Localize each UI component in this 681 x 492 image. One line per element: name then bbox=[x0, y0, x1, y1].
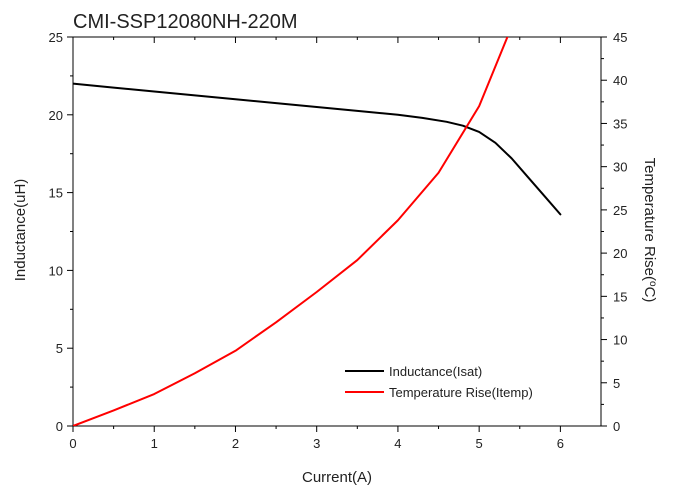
y-right-tick-label: 0 bbox=[613, 419, 620, 434]
legend-box bbox=[340, 360, 584, 406]
y-right-tick-label: 35 bbox=[613, 116, 627, 131]
y-left-tick-label: 15 bbox=[49, 186, 63, 201]
series-line-inductance bbox=[73, 82, 562, 216]
y-right-tick-label: 20 bbox=[613, 246, 627, 261]
x-tick-label: 2 bbox=[232, 436, 239, 451]
y-right-tick-label: 10 bbox=[613, 333, 627, 348]
chart-title: CMI-SSP12080NH-220M bbox=[73, 11, 298, 33]
legend-label-temperature: Temperature Rise(Itemp) bbox=[389, 385, 533, 400]
x-tick-label: 5 bbox=[476, 436, 483, 451]
y-left-tick-label: 10 bbox=[49, 263, 63, 278]
x-axis-label: Current(A) bbox=[302, 469, 372, 486]
x-tick-label: 4 bbox=[394, 436, 401, 451]
y-left-tick-label: 20 bbox=[49, 108, 63, 123]
x-tick-label: 1 bbox=[151, 436, 158, 451]
legend-label-inductance: Inductance(Isat) bbox=[389, 364, 482, 379]
x-tick-label: 0 bbox=[69, 436, 76, 451]
y-axis-label-right-tail: C) bbox=[641, 287, 658, 303]
y-axis-label-left: Inductance(uH) bbox=[12, 179, 29, 282]
y-axis-label-right-sup: o bbox=[648, 281, 659, 287]
y-right-tick-label: 15 bbox=[613, 289, 627, 304]
y-axis-label-right-base: Temperature Rise( bbox=[641, 158, 658, 281]
legend: Inductance(Isat) Temperature Rise(Itemp) bbox=[340, 360, 584, 406]
y-left-tick-label: 5 bbox=[56, 341, 63, 356]
y-right-tick-label: 40 bbox=[613, 73, 627, 88]
x-tick-label: 3 bbox=[313, 436, 320, 451]
series-line-temperature bbox=[73, 37, 509, 426]
y-right-tick-label: 25 bbox=[613, 203, 627, 218]
y-axis-label-right: Temperature Rise(oC) bbox=[641, 158, 659, 303]
y-left-tick-label: 0 bbox=[56, 419, 63, 434]
y-right-tick-label: 30 bbox=[613, 160, 627, 175]
y-right-tick-label: 45 bbox=[613, 30, 627, 45]
x-tick-label: 6 bbox=[557, 436, 564, 451]
y-left-tick-label: 25 bbox=[49, 30, 63, 45]
y-right-tick-label: 5 bbox=[613, 376, 620, 391]
series-group bbox=[73, 37, 562, 426]
